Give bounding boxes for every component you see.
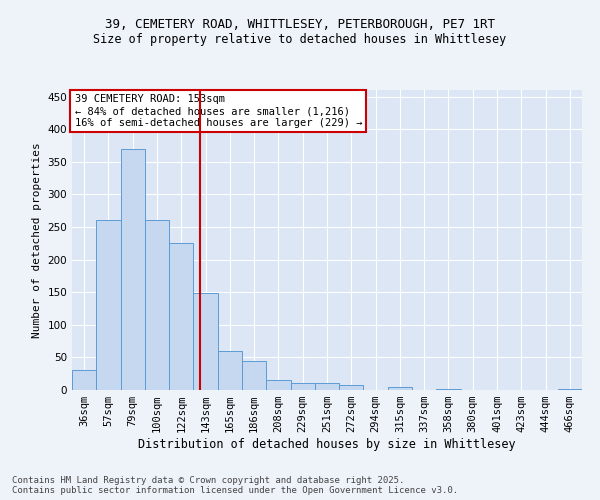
Bar [72,370,96,390]
Bar [145,220,169,390]
Bar [558,388,582,390]
Bar [96,220,121,390]
Text: Size of property relative to detached houses in Whittlesey: Size of property relative to detached ho… [94,32,506,46]
Bar [242,360,266,390]
Bar [169,244,193,390]
Text: 39, CEMETERY ROAD, WHITTLESEY, PETERBOROUGH, PE7 1RT: 39, CEMETERY ROAD, WHITTLESEY, PETERBORO… [105,18,495,30]
Bar [315,384,339,390]
Bar [290,384,315,390]
Text: Contains HM Land Registry data © Crown copyright and database right 2025.
Contai: Contains HM Land Registry data © Crown c… [12,476,458,495]
Bar [266,380,290,390]
Bar [436,388,461,390]
Y-axis label: Number of detached properties: Number of detached properties [32,142,42,338]
Bar [388,386,412,390]
Bar [218,351,242,390]
Bar [121,148,145,390]
Bar [193,294,218,390]
Text: 39 CEMETERY ROAD: 153sqm
← 84% of detached houses are smaller (1,216)
16% of sem: 39 CEMETERY ROAD: 153sqm ← 84% of detach… [74,94,362,128]
X-axis label: Distribution of detached houses by size in Whittlesey: Distribution of detached houses by size … [138,438,516,451]
Bar [339,386,364,390]
